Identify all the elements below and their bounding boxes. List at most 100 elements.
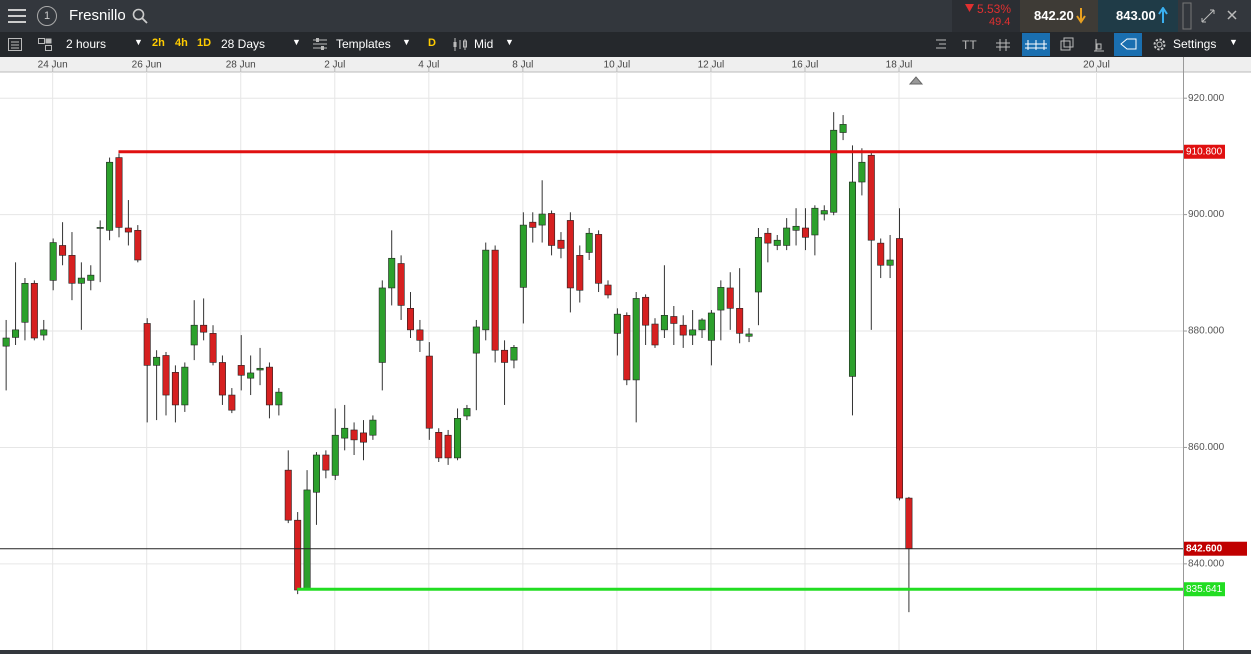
candle-body: [613, 313, 621, 334]
price-type-select[interactable]: Mid: [474, 37, 494, 51]
dropdown-caret: ▼: [1229, 37, 1238, 47]
level-label: 842.600: [1186, 543, 1223, 554]
x-tick-label: 4 Jul: [418, 60, 439, 71]
candle-body: [115, 157, 123, 228]
chart: 24 Jun 26 Jun 28 Jun 2 Jul 4 Jul 8 Jul 10 Jul 1…: [0, 57, 1251, 654]
templates-button[interactable]: Templates: [336, 37, 391, 51]
dropdown-caret: ▼: [505, 37, 514, 47]
candle-body: [153, 356, 161, 366]
candle-body: [284, 469, 292, 521]
x-tick-label: 20 Jul: [1083, 60, 1110, 71]
candle-body: [623, 315, 631, 381]
buy-price: 843.00: [1116, 8, 1156, 23]
x-tick-label: 16 Jul: [792, 60, 819, 71]
d-button[interactable]: D: [428, 37, 436, 49]
range-select[interactable]: 28 Days: [221, 37, 266, 51]
menu-icon[interactable]: [8, 8, 26, 24]
candle-body: [2, 337, 10, 347]
candle-body: [472, 326, 480, 354]
candle-body: [407, 308, 415, 331]
scroll-marker[interactable]: [908, 76, 924, 85]
quick-interval[interactable]: 2h: [152, 37, 165, 49]
y-tick-label: 920.000: [1188, 93, 1225, 104]
candle-body: [736, 308, 744, 334]
y-tick-label: 900.000: [1188, 209, 1225, 220]
window-icons[interactable]: [1180, 0, 1251, 32]
candle-body: [867, 154, 875, 241]
candle-body: [773, 239, 781, 246]
change: 49.4: [989, 16, 1011, 28]
candle-body: [124, 227, 132, 233]
symbol[interactable]: Fresnillo: [69, 7, 126, 24]
x-tick-label: 12 Jul: [698, 60, 725, 71]
candle-body: [30, 282, 38, 339]
candle-body: [209, 333, 217, 363]
candle-body: [341, 427, 349, 439]
grid: [0, 72, 1183, 650]
candle-body: [454, 418, 462, 459]
layout-icon[interactable]: [38, 38, 52, 51]
candle-body: [77, 277, 85, 284]
level-label: 910.800: [1186, 146, 1223, 157]
candle-body: [228, 394, 236, 411]
candle-body: [698, 319, 706, 331]
candle-body: [21, 282, 29, 323]
quick-interval[interactable]: 4h: [175, 37, 188, 49]
candle-body: [463, 408, 471, 417]
svg-text:TT: TT: [962, 38, 977, 52]
dropdown-caret: ▼: [292, 37, 301, 47]
bottom-bar: [0, 650, 1251, 654]
candle-body: [59, 245, 67, 256]
candle-body: [359, 432, 367, 443]
candle-body: [689, 329, 697, 336]
candle-body: [397, 263, 405, 306]
candle-body: [218, 362, 226, 396]
candle-body: [68, 255, 76, 284]
candle-body: [312, 454, 320, 493]
candle-body: [670, 316, 678, 324]
candle-body: [265, 366, 273, 406]
settings-icon[interactable]: [1152, 37, 1167, 52]
buy-button[interactable]: 843.00: [1098, 0, 1178, 32]
candle-body: [425, 355, 433, 429]
search-icon[interactable]: [132, 8, 148, 24]
x-tick-label: 8 Jul: [512, 60, 533, 71]
candle-icon: [453, 38, 467, 51]
candle-body: [548, 213, 556, 246]
candle-body: [801, 227, 809, 238]
dropdown-caret: ▼: [402, 37, 411, 47]
candle-body: [322, 454, 330, 471]
interval-select[interactable]: 2 hours: [66, 37, 107, 51]
templates-icon: [313, 38, 327, 50]
list-icon[interactable]: [8, 38, 22, 51]
sell-button[interactable]: 842.20: [1020, 0, 1098, 32]
account-badge[interactable]: 1: [37, 6, 57, 26]
candle-body: [886, 259, 894, 266]
candle-body: [134, 230, 142, 261]
candle-body: [200, 324, 208, 333]
quick-interval[interactable]: 1D: [197, 37, 212, 49]
buy-arrow: [1158, 7, 1168, 23]
x-tick-label: 28 Jun: [226, 60, 256, 71]
candle-body: [49, 242, 57, 281]
y-tick-label: 880.000: [1188, 326, 1225, 337]
x-tick-label: 26 Jun: [132, 60, 162, 71]
top-bar: 1 Fresnillo 5.53% 49.4 842.20 843.00: [0, 0, 1251, 32]
change-box: 5.53% 49.4: [952, 0, 1020, 32]
settings-button[interactable]: Settings: [1173, 37, 1217, 51]
candle-body: [566, 220, 574, 289]
candle-body: [181, 366, 189, 406]
candle-body: [96, 227, 104, 229]
date-axis-band: [0, 57, 1251, 72]
y-tick-label: 860.000: [1188, 442, 1225, 453]
candle-body: [491, 249, 499, 351]
change-pct: 5.53%: [977, 2, 1012, 16]
candle-body: [482, 249, 490, 331]
tool-icons[interactable]: TT: [928, 32, 1148, 57]
candle-body: [162, 355, 170, 396]
candle-body: [256, 367, 264, 371]
candle-body: [877, 242, 885, 266]
candle-body: [510, 347, 518, 361]
candle-body: [501, 349, 509, 363]
